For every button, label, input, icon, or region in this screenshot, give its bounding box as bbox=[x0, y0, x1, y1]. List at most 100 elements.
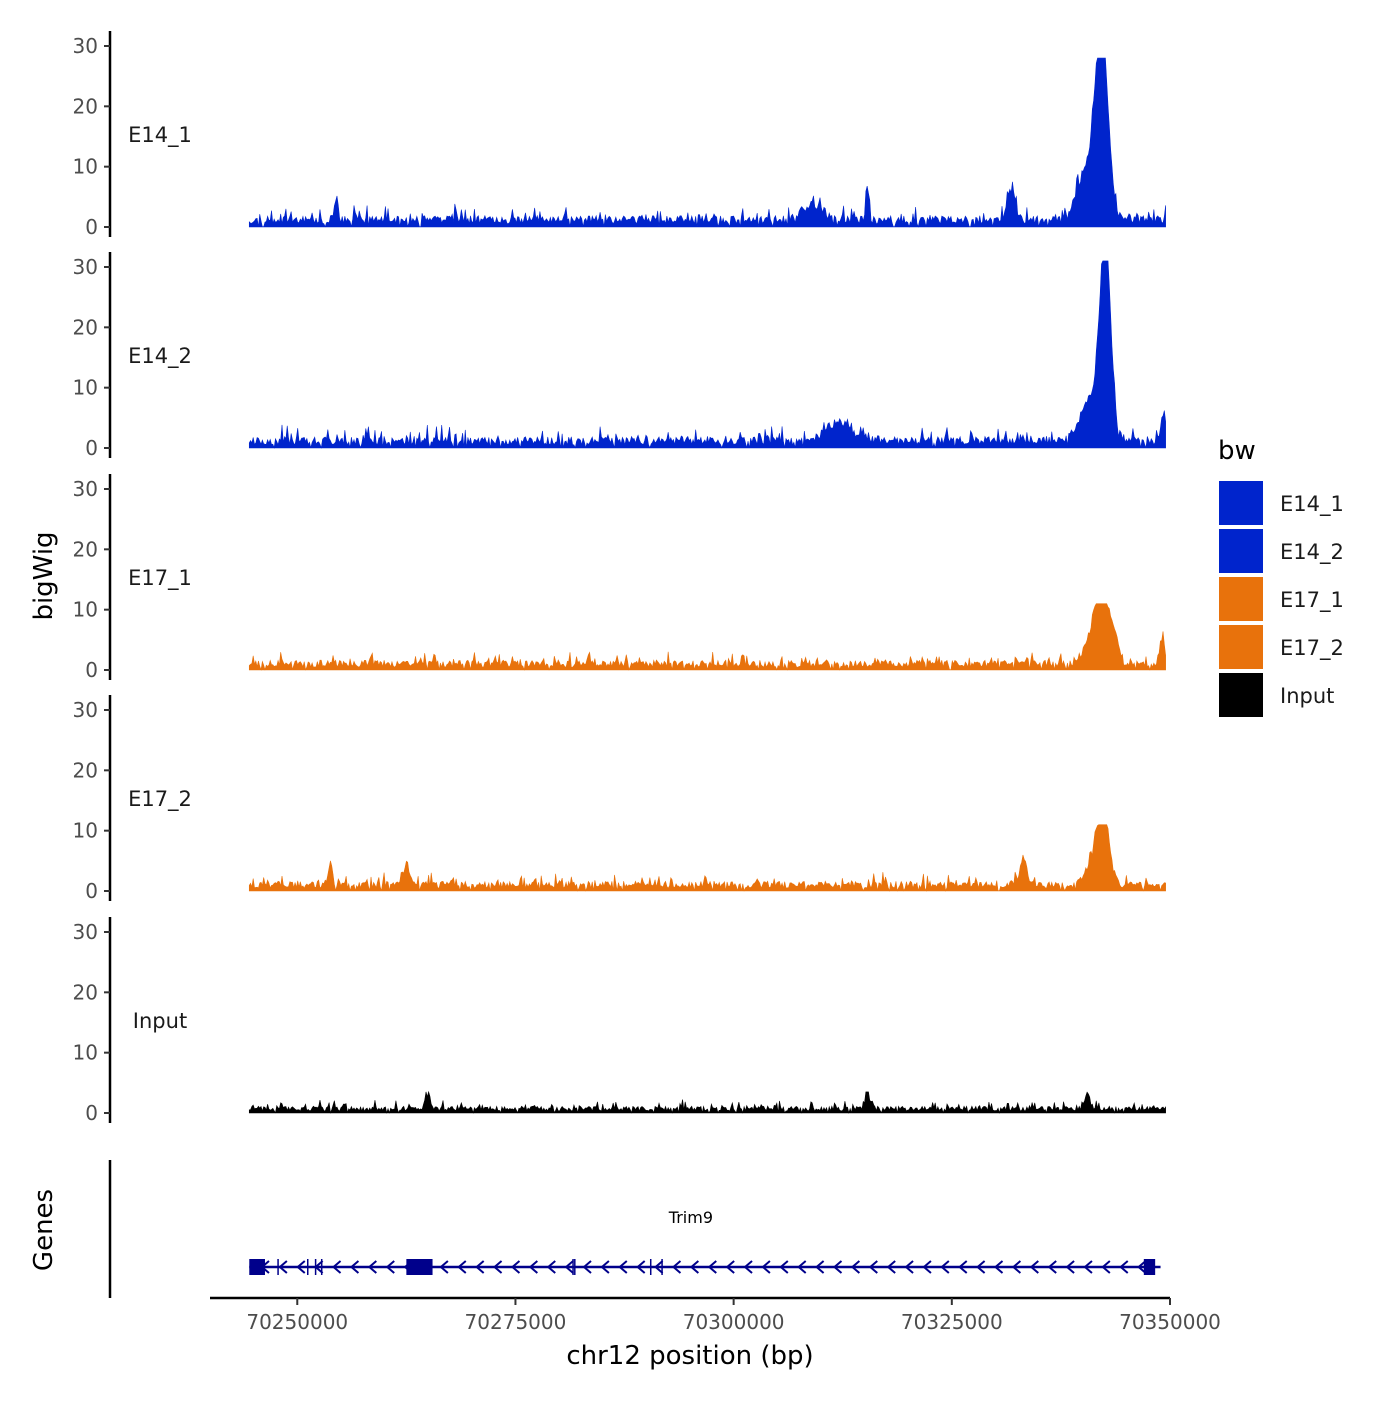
legend-item-E14_1: E14_1 bbox=[1217, 479, 1344, 527]
track-label-E14_2: E14_2 bbox=[128, 344, 192, 369]
strand-arrow bbox=[349, 1260, 360, 1274]
gene-track: Trim9 bbox=[108, 1160, 1161, 1298]
y-tick-label: 0 bbox=[85, 1101, 98, 1125]
y-tick-label: 10 bbox=[73, 598, 98, 622]
legend-swatch bbox=[1217, 623, 1265, 671]
track-label-E17_1: E17_1 bbox=[128, 566, 192, 591]
legend-swatch bbox=[1217, 479, 1265, 527]
strand-arrow bbox=[743, 1260, 753, 1274]
y-tick-label: 10 bbox=[73, 819, 98, 843]
legend-swatch bbox=[1217, 527, 1265, 575]
strand-arrow bbox=[1083, 1260, 1093, 1274]
x-axis: 70250000 70275000 70300000 70325000 70350000 bbox=[210, 1296, 1221, 1334]
y-tick-label: 10 bbox=[73, 376, 98, 400]
strand-arrow bbox=[600, 1260, 610, 1274]
strand-arrow bbox=[993, 1260, 1004, 1274]
gene-exon bbox=[249, 1259, 265, 1275]
x-tick-label: 70350000 bbox=[1119, 1310, 1221, 1334]
strand-arrow bbox=[779, 1260, 789, 1274]
strand-arrow bbox=[278, 1260, 288, 1274]
genes-axis-title: Genes bbox=[29, 1189, 59, 1271]
y-tick-label: 20 bbox=[73, 94, 98, 118]
x-tick-label: 70275000 bbox=[465, 1310, 567, 1334]
strand-arrow bbox=[707, 1260, 717, 1274]
y-tick-label: 20 bbox=[73, 315, 98, 339]
track-Input: 0 10 20 30 Input bbox=[73, 917, 1166, 1125]
strand-arrow bbox=[385, 1260, 395, 1274]
strand-arrow bbox=[725, 1260, 735, 1274]
y-tick-label: 0 bbox=[85, 879, 98, 903]
strand-arrow bbox=[815, 1260, 825, 1274]
x-tick-label: 70300000 bbox=[683, 1310, 785, 1334]
strand-arrow bbox=[868, 1260, 878, 1274]
strand-arrow bbox=[439, 1260, 449, 1274]
y-tick-label: 0 bbox=[85, 658, 98, 682]
legend-label: E17_2 bbox=[1280, 636, 1344, 661]
strand-arrow bbox=[1065, 1260, 1075, 1274]
strand-arrow bbox=[671, 1260, 682, 1274]
legend: bw E14_1 E14_2 E17_1 E17_2 Input bbox=[1217, 436, 1344, 719]
track-label-Input: Input bbox=[133, 1009, 187, 1033]
gene-Trim9: Trim9 bbox=[249, 1208, 1161, 1275]
legend-item-E17_1: E17_1 bbox=[1217, 575, 1344, 623]
gene-exon bbox=[1143, 1259, 1156, 1275]
legend-title: bw bbox=[1218, 436, 1256, 466]
legend-item-E17_2: E17_2 bbox=[1217, 623, 1344, 671]
coverage-area-E14_1 bbox=[248, 57, 1166, 228]
strand-arrow bbox=[1137, 1260, 1147, 1274]
legend-label: Input bbox=[1280, 684, 1334, 708]
strand-arrow bbox=[564, 1260, 574, 1274]
legend-label: E14_1 bbox=[1280, 492, 1344, 517]
strand-arrow bbox=[367, 1260, 377, 1274]
strand-arrow bbox=[332, 1260, 342, 1274]
strand-arrow bbox=[958, 1260, 968, 1274]
strand-arrow bbox=[797, 1260, 807, 1274]
strand-arrow bbox=[457, 1260, 467, 1274]
gene-name-label: Trim9 bbox=[668, 1208, 713, 1227]
strand-arrow bbox=[940, 1260, 950, 1274]
legend-swatch bbox=[1217, 671, 1265, 719]
coverage-tracks: 0 10 20 30 E14_1 0 10 20 30 E14_2 0 10 20 30 E17_1 0 10 2… bbox=[73, 31, 1166, 1125]
coverage-area-E14_2 bbox=[248, 260, 1166, 449]
y-tick-label: 10 bbox=[73, 155, 98, 179]
strand-arrow bbox=[546, 1260, 556, 1274]
x-axis-title: chr12 position (bp) bbox=[566, 1341, 813, 1371]
y-tick-label: 20 bbox=[73, 980, 98, 1004]
track-E17_2: 0 10 20 30 E17_2 bbox=[73, 695, 1166, 903]
strand-arrow bbox=[689, 1260, 700, 1274]
legend-label: E14_2 bbox=[1280, 540, 1344, 565]
track-E17_1: 0 10 20 30 E17_1 bbox=[73, 474, 1166, 682]
strand-arrow bbox=[886, 1260, 896, 1274]
legend-swatch bbox=[1217, 575, 1265, 623]
y-tick-label: 20 bbox=[73, 537, 98, 561]
legend-item-Input: Input bbox=[1217, 671, 1334, 719]
strand-arrow bbox=[1011, 1260, 1022, 1274]
strand-arrow bbox=[475, 1260, 485, 1274]
gene-exon bbox=[406, 1259, 433, 1275]
strand-arrow bbox=[832, 1260, 843, 1274]
y-axis-title: bigWig bbox=[29, 531, 59, 620]
y-tick-label: 10 bbox=[73, 1041, 98, 1065]
y-tick-label: 20 bbox=[73, 758, 98, 782]
coverage-area-E17_1 bbox=[248, 603, 1166, 671]
y-tick-label: 30 bbox=[73, 920, 98, 944]
strand-arrow bbox=[510, 1260, 521, 1274]
x-tick-label: 70250000 bbox=[246, 1310, 348, 1334]
y-tick-label: 30 bbox=[73, 34, 98, 58]
y-tick-label: 30 bbox=[73, 255, 98, 279]
y-tick-label: 0 bbox=[85, 215, 98, 239]
strand-arrow bbox=[1047, 1260, 1057, 1274]
strand-arrow bbox=[528, 1260, 538, 1274]
strand-arrow bbox=[618, 1260, 628, 1274]
strand-arrow bbox=[296, 1260, 306, 1274]
legend-label: E17_1 bbox=[1280, 588, 1344, 613]
strand-arrow bbox=[654, 1260, 664, 1274]
strand-arrow bbox=[1119, 1260, 1129, 1274]
y-tick-label: 30 bbox=[73, 698, 98, 722]
strand-arrow bbox=[582, 1260, 592, 1274]
track-label-E14_1: E14_1 bbox=[128, 123, 192, 148]
coverage-area-E17_2 bbox=[248, 824, 1166, 892]
y-tick-label: 30 bbox=[73, 477, 98, 501]
